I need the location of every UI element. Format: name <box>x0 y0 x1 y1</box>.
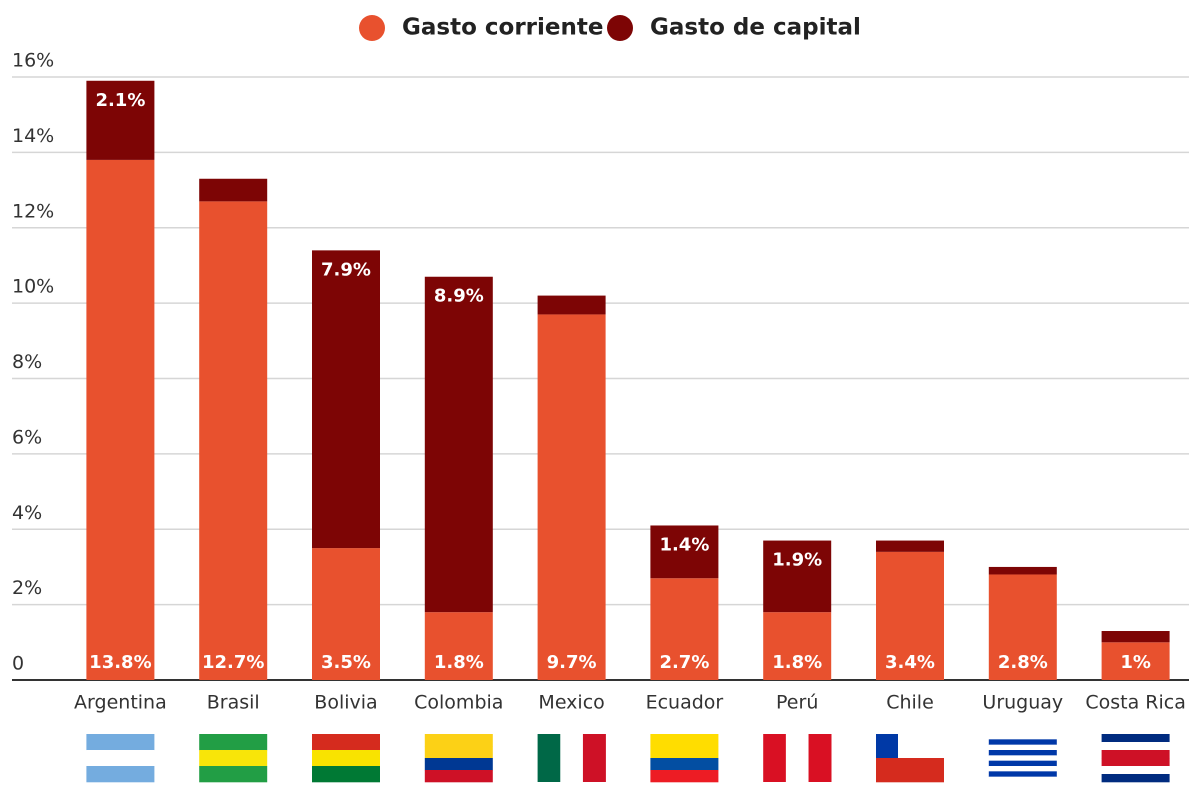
flag-stripe <box>1101 758 1170 767</box>
bar-segment <box>876 540 944 552</box>
legend-swatch <box>359 15 385 41</box>
bar-segment <box>650 578 719 680</box>
value-label: 3.5% <box>321 652 371 673</box>
value-label: 1.8% <box>772 652 822 673</box>
flag-stripe <box>424 758 493 771</box>
value-label: 8.9% <box>434 286 484 307</box>
flag-stripe <box>1101 742 1170 751</box>
y-tick-label: 0 <box>12 653 24 675</box>
x-tick-label: Costa Rica <box>1085 692 1186 714</box>
value-label: 1.4% <box>659 534 709 555</box>
flag-stripe <box>650 746 719 759</box>
flag-stripe <box>1101 750 1170 759</box>
flag-stripe <box>988 739 1057 745</box>
bar-segment <box>86 159 155 681</box>
flag-stripe <box>988 744 1057 751</box>
bar-segment <box>424 276 493 613</box>
flag-stripe <box>199 766 268 783</box>
x-tick-label: Mexico <box>538 692 604 714</box>
bar-segment <box>86 80 155 160</box>
flag-canton <box>876 734 898 758</box>
bar-segment <box>199 201 268 680</box>
x-tick-label: Ecuador <box>646 692 724 714</box>
x-tick-label: Perú <box>776 692 818 714</box>
bar-segment <box>988 574 1057 680</box>
x-tick-label: Argentina <box>74 692 167 714</box>
flag-stripe <box>763 734 787 782</box>
flag-stripe <box>312 734 380 751</box>
bar-segment <box>199 178 268 202</box>
flag-stripe <box>1101 734 1170 743</box>
flag-stripe <box>785 734 809 782</box>
flag-stripe <box>988 766 1057 772</box>
y-tick-label: 6% <box>12 426 42 448</box>
value-label: 1.8% <box>434 652 484 673</box>
flag-stripe <box>650 734 719 747</box>
flag-stripe <box>582 734 606 782</box>
flag-stripe <box>988 760 1057 767</box>
value-label: 1.9% <box>772 550 822 571</box>
value-label: 9.7% <box>547 652 597 673</box>
flag-stripe <box>988 776 1057 783</box>
legend-swatch <box>607 15 633 41</box>
flag-stripe <box>1101 774 1170 783</box>
flag-stripe <box>650 758 719 771</box>
flag-stripe <box>86 734 155 751</box>
flag-stripe <box>424 746 493 759</box>
value-label: 7.9% <box>321 259 371 280</box>
value-label: 3.4% <box>885 652 935 673</box>
x-tick-label: Bolivia <box>314 692 377 714</box>
y-tick-label: 8% <box>12 351 42 373</box>
bar-segment <box>537 314 606 680</box>
y-tick-label: 4% <box>12 502 42 524</box>
flag-stripe <box>988 734 1057 740</box>
bar-segment <box>424 612 493 680</box>
bar-segment <box>1101 631 1170 643</box>
bar-segment <box>988 566 1057 575</box>
value-label: 12.7% <box>202 652 264 673</box>
x-tick-label: Chile <box>886 692 934 714</box>
bar-segment <box>1101 642 1170 680</box>
bar-segment <box>763 540 832 613</box>
flag-stripe <box>988 771 1057 777</box>
x-tick-label: Uruguay <box>982 692 1063 714</box>
flag-stripe <box>199 750 268 767</box>
y-tick-label: 10% <box>12 276 54 298</box>
flag-stripe <box>424 734 493 747</box>
flag-stripe <box>199 734 268 751</box>
flag-stripe <box>424 770 493 783</box>
x-tick-label: Colombia <box>414 692 503 714</box>
legend-label: Gasto corriente <box>402 15 603 41</box>
flag-stripe <box>86 750 155 767</box>
value-label: 1% <box>1120 652 1151 673</box>
flag-stripe <box>312 750 380 767</box>
bar-segment <box>876 551 944 680</box>
flag-stripe <box>808 734 832 782</box>
value-label: 2.7% <box>659 652 709 673</box>
x-tick-label: Brasil <box>207 692 260 714</box>
flag-stripe <box>876 758 944 783</box>
flag-stripe <box>988 755 1057 761</box>
bar-segment <box>650 525 719 579</box>
flag-stripe <box>988 750 1057 756</box>
value-label: 13.8% <box>89 652 151 673</box>
bar-segment <box>312 250 380 549</box>
flag-stripe <box>1101 766 1170 775</box>
flag-stripe <box>312 766 380 783</box>
bar-segment <box>537 295 606 315</box>
y-tick-label: 12% <box>12 200 54 222</box>
flag-stripe <box>560 734 584 782</box>
y-tick-label: 2% <box>12 577 42 599</box>
value-label: 2.8% <box>998 652 1048 673</box>
value-label: 2.1% <box>95 90 145 111</box>
y-tick-label: 16% <box>12 50 54 72</box>
flag-stripe <box>537 734 561 782</box>
bar-segment <box>763 612 832 680</box>
flag-stripe <box>86 766 155 783</box>
y-tick-label: 14% <box>12 125 54 147</box>
bar-segment <box>312 548 380 680</box>
legend-label: Gasto de capital <box>650 15 861 41</box>
flag-stripe <box>650 770 719 783</box>
